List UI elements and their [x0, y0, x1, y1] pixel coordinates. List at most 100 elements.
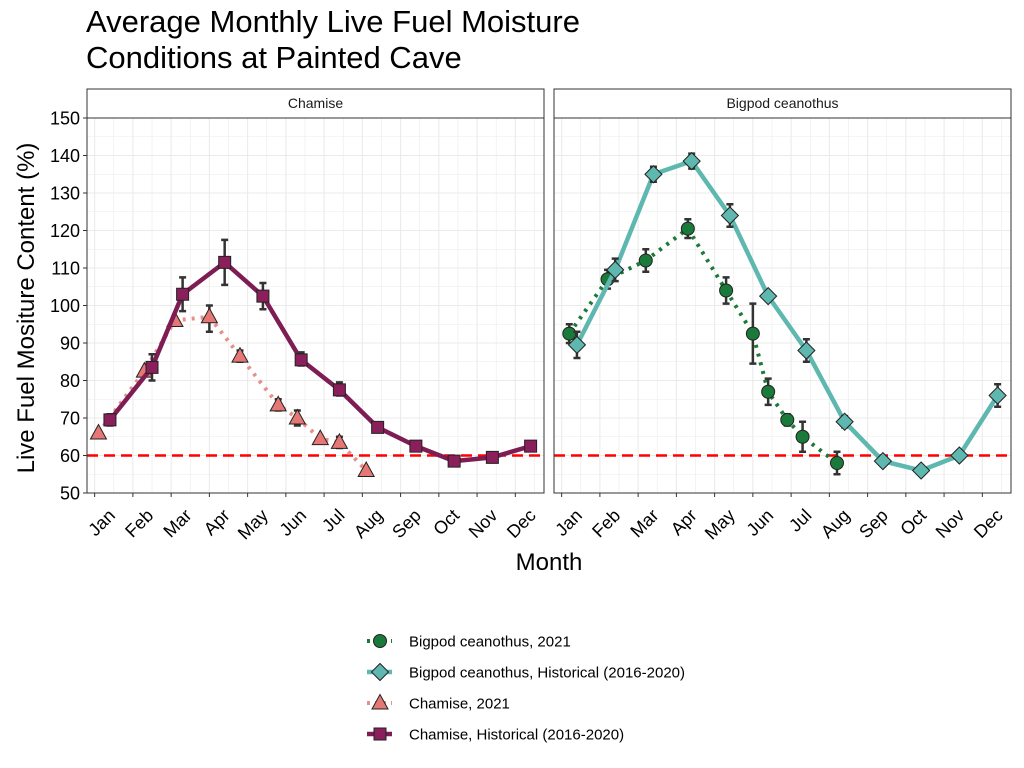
panel-chamise: Chamise Jan Feb Mar Apr May Jun Jul Aug Sep Oct Nov… — [84, 88, 545, 543]
x-axis-title: Month — [516, 549, 583, 576]
y-tick-label: 90 — [60, 334, 80, 354]
y-tick-label: 150 — [50, 109, 80, 129]
data-point — [447, 454, 461, 468]
chart-title-line-2: Conditions at Painted Cave — [86, 40, 462, 75]
x-tick-label: Oct — [896, 505, 930, 539]
legend-item-bigpod-ceanothus-historical-2016-2020: Bigpod ceanothus, Historical (2016-2020) — [367, 662, 685, 682]
data-point — [103, 413, 117, 427]
x-tick-label: Jun — [743, 505, 778, 540]
chart-title: Average Monthly Live Fuel Moisture Condi… — [86, 4, 580, 76]
y-tick-label: 70 — [60, 409, 80, 429]
data-point — [911, 461, 931, 480]
x-tick-label: Sep — [855, 505, 892, 542]
y-tick-label: 110 — [51, 259, 80, 279]
y-tick-label: 80 — [60, 371, 80, 391]
x-tick-label: Nov — [465, 505, 502, 542]
data-point — [200, 307, 219, 324]
x-tick-label: Feb — [588, 505, 624, 541]
x-tick-label: Feb — [121, 505, 157, 541]
x-tick-label: Dec — [970, 505, 1007, 542]
data-point — [176, 287, 190, 301]
x-tick-label: Mar — [626, 505, 662, 541]
y-tick-label: 100 — [50, 296, 80, 316]
x-tick-label: Apr — [200, 505, 234, 539]
data-point — [371, 420, 385, 434]
chart-title-line-1: Average Monthly Live Fuel Moisture — [86, 4, 580, 39]
x-tick-label: Jun — [276, 505, 311, 540]
data-point — [638, 253, 653, 268]
data-point — [218, 255, 232, 269]
data-point — [311, 429, 330, 446]
x-tick-label: May — [701, 505, 739, 543]
legend-label: Bigpod ceanothus, 2021 — [409, 634, 571, 651]
data-point — [761, 384, 776, 399]
legend: Bigpod ceanothus, 2021 Bigpod ceanothus, … — [367, 634, 685, 744]
data-point — [682, 151, 701, 171]
y-tick-label: 130 — [50, 184, 80, 204]
data-point — [269, 395, 288, 412]
data-point — [89, 423, 108, 440]
data-point — [332, 383, 346, 397]
data-point — [231, 346, 249, 363]
data-point — [330, 432, 349, 449]
y-tick-label: 60 — [60, 446, 80, 466]
data-point — [829, 456, 844, 470]
data-point — [780, 412, 795, 427]
legend-key-marker — [373, 634, 387, 648]
data-point — [357, 460, 376, 477]
y-tick-label: 50 — [60, 484, 80, 504]
panel-bigpod-ceanothus: Bigpod ceanothus Jan Feb Mar Apr May Jun Jul Aug… — [551, 88, 1012, 543]
legend-item-bigpod-ceanothus-2021: Bigpod ceanothus, 2021 — [367, 634, 571, 651]
legend-item-chamise-2021: Chamise, 2021 — [367, 693, 510, 713]
x-tick-label: Aug — [350, 505, 387, 542]
x-tick-label: Nov — [932, 505, 969, 542]
data-point — [680, 221, 695, 236]
legend-label: Chamise, 2021 — [409, 696, 510, 713]
x-tick-label: Jan — [551, 505, 586, 540]
x-tick-label: Jul — [318, 505, 348, 535]
x-axis-ticks: Jan Feb Mar Apr May Jun Jul Aug Sep Oct Nov Dec — [84, 493, 540, 543]
series-bigpod-ceanothus-historical-2016-2020 — [567, 151, 1007, 480]
data-point — [719, 283, 734, 298]
data-point — [256, 289, 270, 303]
y-axis-title: Live Fuel Mositure Content (%) — [13, 143, 40, 474]
panel-grid — [554, 117, 1011, 494]
legend-key-marker — [370, 662, 390, 682]
data-point — [758, 286, 778, 306]
x-tick-label: Jul — [785, 505, 815, 535]
data-point — [644, 165, 663, 184]
data-point — [524, 439, 538, 453]
x-tick-label: Aug — [817, 505, 854, 542]
panel-strip — [553, 88, 1012, 119]
data-point — [562, 326, 577, 341]
panel-strip-label: Bigpod ceanothus — [726, 95, 838, 111]
series-chamise-historical-2016-2020 — [103, 238, 538, 468]
x-tick-label: Dec — [503, 505, 540, 542]
x-tick-label: Apr — [667, 505, 701, 539]
legend-key-marker — [371, 693, 389, 710]
y-tick-label: 120 — [50, 221, 80, 241]
panel-border — [553, 117, 1012, 494]
x-tick-label: Oct — [429, 505, 463, 539]
data-point — [294, 353, 308, 367]
data-point — [835, 412, 854, 431]
x-axis-ticks: Jan Feb Mar Apr May Jun Jul Aug Sep Oct Nov Dec — [551, 493, 1007, 543]
data-point — [950, 446, 969, 465]
x-tick-label: Jan — [84, 505, 119, 540]
data-point — [873, 451, 893, 471]
series-line — [96, 314, 368, 472]
legend-item-chamise-historical-2016-2020: Chamise, Historical (2016-2020) — [367, 727, 624, 744]
data-point — [409, 439, 423, 453]
legend-label: Bigpod ceanothus, Historical (2016-2020) — [409, 665, 685, 682]
data-point — [145, 360, 159, 374]
panel-grid — [87, 117, 544, 494]
data-point — [485, 450, 499, 464]
x-tick-label: May — [234, 505, 272, 543]
data-point — [567, 335, 587, 355]
series-line — [567, 225, 839, 465]
panel-strip-label: Chamise — [288, 95, 343, 111]
legend-key-marker — [373, 727, 387, 741]
data-point — [720, 206, 740, 225]
